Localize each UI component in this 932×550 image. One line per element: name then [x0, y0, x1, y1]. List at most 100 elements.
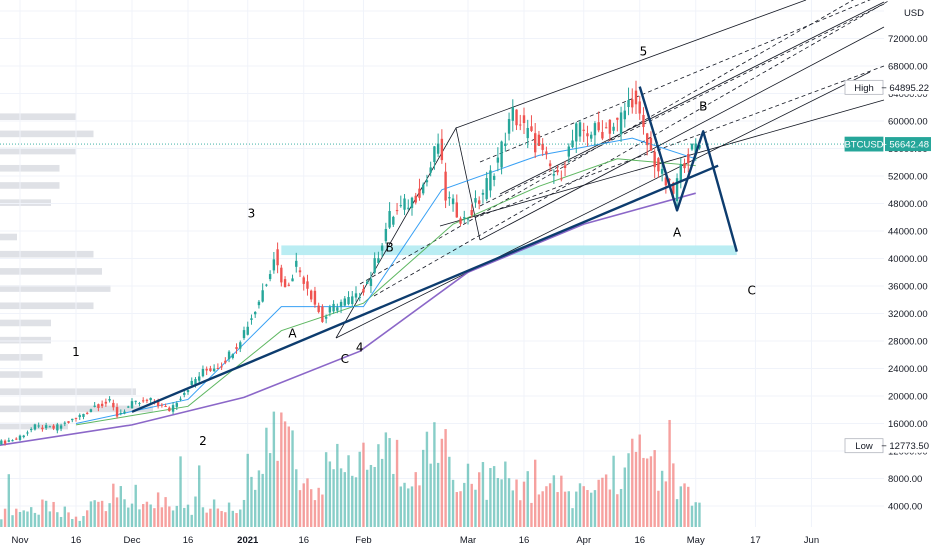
volume-bar — [138, 509, 141, 527]
candle-body — [52, 425, 55, 429]
candle-body — [198, 376, 201, 381]
forecast-path — [638, 86, 738, 252]
candle-body — [668, 179, 671, 181]
candle-body — [59, 425, 63, 429]
price-tick-label: 64000.00 — [888, 89, 928, 100]
volume-bar — [276, 460, 279, 527]
volume-bar — [507, 478, 511, 527]
candle-body — [86, 412, 89, 414]
volume-bar — [590, 492, 593, 527]
volume-bar — [18, 511, 22, 527]
volume-profile-row — [0, 268, 102, 275]
candle-body — [414, 195, 417, 203]
volume-profile-row — [0, 182, 60, 189]
volume-bar — [7, 474, 10, 527]
moving-average-line — [75, 137, 696, 424]
candle-body — [586, 133, 589, 137]
volume-bar — [530, 502, 533, 527]
volume-bar — [470, 483, 473, 527]
candle-body — [530, 126, 533, 131]
volume-bar — [321, 494, 324, 527]
price-tag-value-box — [885, 80, 931, 95]
volume-bar — [310, 489, 313, 527]
volume-bar — [463, 482, 466, 527]
volume-bar — [328, 461, 332, 527]
volume-bar — [366, 469, 369, 527]
candle-body — [534, 133, 537, 153]
volume-bar — [3, 508, 7, 527]
candle-body — [37, 425, 40, 427]
candle-body — [242, 330, 246, 339]
price-tag-value: − 64895.22 — [881, 83, 929, 94]
support-zone — [281, 245, 737, 256]
volume-bar — [168, 506, 171, 527]
volume-bar — [89, 501, 93, 527]
price-tag-value-box — [885, 438, 931, 453]
candle-body — [679, 164, 682, 182]
candle-body — [425, 180, 429, 183]
price-tick-label: 72000.00 — [888, 34, 928, 45]
volume-bar — [567, 491, 570, 527]
candle-body — [608, 119, 612, 134]
volume-bar — [283, 421, 287, 527]
volume-bar — [302, 483, 305, 527]
candle-body — [552, 174, 556, 176]
candle-body — [328, 307, 332, 313]
volume-bar — [395, 439, 399, 527]
price-axis[interactable]: 4000.008000.0012000.0016000.0020000.0024… — [886, 4, 930, 513]
price-tick-label: 8000.00 — [888, 474, 922, 485]
volume-bar — [548, 483, 552, 527]
candle-body — [115, 407, 119, 417]
volume-bar — [496, 478, 500, 527]
volume-bar — [698, 502, 701, 527]
candle-body — [548, 163, 552, 167]
candle-body — [3, 440, 7, 444]
candle-body — [89, 409, 93, 412]
candle-body — [164, 406, 167, 408]
candle-body — [466, 218, 470, 220]
volume-bar — [198, 465, 201, 527]
currency-label: USD — [904, 8, 924, 19]
volume-bar — [190, 514, 193, 527]
candle-body — [388, 211, 391, 228]
price-tick-label: 16000.00 — [888, 419, 928, 430]
volume-bar — [298, 490, 302, 527]
time-tick-label: Apr — [576, 535, 591, 546]
moving-averages — [0, 137, 696, 446]
candle-body — [392, 216, 395, 225]
candle-body — [239, 342, 242, 349]
volume-bar — [332, 469, 335, 527]
candle-body — [33, 424, 37, 430]
candle-body — [298, 270, 302, 273]
volume-bar — [646, 458, 649, 527]
candle-body — [563, 165, 567, 168]
wave-label: B — [699, 100, 707, 114]
volume-bar — [123, 499, 126, 527]
volume-bar — [616, 494, 619, 527]
candle-body — [209, 368, 212, 371]
candle-body — [470, 210, 473, 216]
volume-bar — [265, 427, 268, 527]
candle-body — [257, 301, 261, 306]
candle-body — [317, 305, 320, 312]
volume-bar — [668, 419, 671, 527]
volume-bar — [586, 490, 589, 527]
volume-bar — [582, 486, 585, 527]
time-axis[interactable]: Nov 16 Dec 16 2021 16 Feb Mar 16 Apr 16 May 17 Jun — [12, 535, 820, 546]
volume-bar — [429, 463, 432, 527]
volume-bar — [489, 468, 492, 527]
volume-bar — [201, 507, 205, 527]
volume-bar — [597, 479, 600, 527]
candle-body — [224, 360, 227, 363]
volume-bar — [224, 512, 227, 527]
candle-body — [366, 281, 369, 284]
volume-bar — [534, 459, 537, 527]
time-tick-label: 16 — [298, 535, 309, 546]
volume-bar — [410, 486, 414, 527]
volume-bar — [683, 483, 686, 527]
time-tick-label: 16 — [519, 535, 530, 546]
price-tick-label: 36000.00 — [888, 282, 928, 293]
candle-body — [171, 405, 175, 412]
grid-lines — [0, 0, 884, 527]
